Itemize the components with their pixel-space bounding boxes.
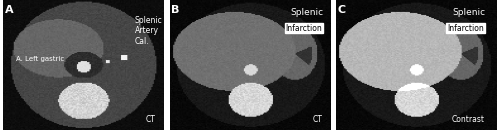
Text: Splenic: Splenic <box>452 8 485 17</box>
Text: A. Left gastric: A. Left gastric <box>16 56 64 62</box>
Text: C: C <box>338 5 346 15</box>
Text: CT: CT <box>146 115 156 124</box>
Text: A: A <box>4 5 13 15</box>
Text: Infarction: Infarction <box>286 24 322 33</box>
Text: Splenic: Splenic <box>290 8 324 17</box>
Text: CT: CT <box>312 115 322 124</box>
Text: Contrast: Contrast <box>451 115 484 124</box>
Text: Infarction: Infarction <box>447 24 484 33</box>
Text: Splenic
Artery
Cal.: Splenic Artery Cal. <box>134 16 162 45</box>
Text: B: B <box>172 5 179 15</box>
